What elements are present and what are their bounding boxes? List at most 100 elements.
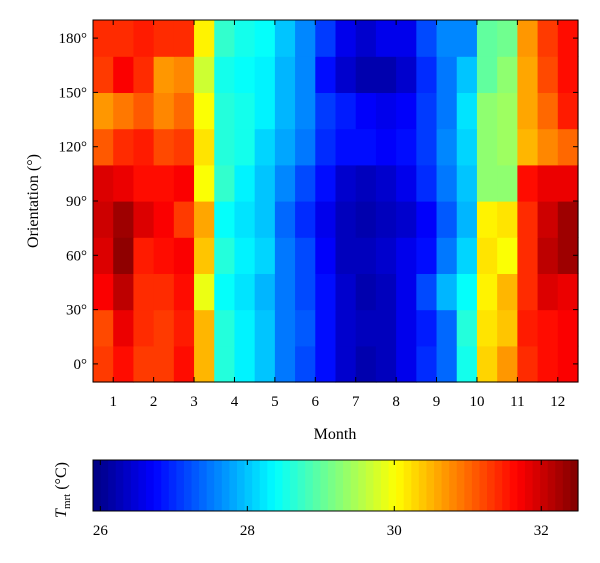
- colorbar-segment: [259, 460, 268, 511]
- colorbar-segment: [343, 460, 352, 511]
- heatmap-cell: [476, 128, 498, 166]
- heatmap-cell: [436, 237, 458, 274]
- colorbar-tick-label: 32: [534, 523, 549, 539]
- colorbar-segment: [327, 460, 337, 511]
- heatmap-cell: [416, 164, 438, 202]
- heatmap-cell: [214, 164, 236, 202]
- heatmap-cell: [416, 273, 438, 311]
- colorbar-segment: [100, 460, 109, 511]
- colorbar-segment: [297, 460, 306, 511]
- heatmap-cell: [537, 128, 559, 166]
- heatmap-cell: [537, 237, 559, 274]
- heatmap-cell: [194, 92, 215, 130]
- heatmap-cell: [537, 273, 559, 311]
- heatmap-cell: [133, 309, 155, 347]
- heatmap-cell: [537, 164, 559, 202]
- heatmap-cell: [537, 309, 559, 347]
- heatmap-cell: [456, 345, 478, 383]
- heatmap-cell: [93, 309, 114, 347]
- heatmap-cell: [497, 273, 518, 311]
- heatmap-cell: [375, 345, 397, 383]
- colorbar-segment: [221, 460, 231, 511]
- colorbar-segment: [161, 460, 170, 511]
- colorbar-tick-label: 26: [93, 523, 109, 539]
- heatmap-cell: [497, 237, 518, 274]
- heatmap-cell: [396, 237, 417, 274]
- colorbar-segment: [320, 460, 329, 511]
- heatmap-cell: [254, 201, 276, 238]
- heatmap-cell: [194, 309, 215, 347]
- heatmap-cell: [517, 164, 539, 202]
- heatmap-cell: [274, 345, 296, 383]
- heatmap-cell: [194, 56, 215, 93]
- heatmap-cell: [436, 201, 458, 238]
- heatmap-cell: [93, 92, 114, 130]
- heatmap-cell: [254, 309, 276, 347]
- heatmap-cell: [315, 56, 337, 93]
- heatmap-cell: [476, 309, 498, 347]
- heatmap-cell: [537, 56, 559, 93]
- colorbar-segment: [312, 460, 321, 511]
- x-tick-label: 8: [392, 394, 400, 410]
- heatmap-cell: [375, 237, 397, 274]
- heatmap-cell: [113, 56, 135, 93]
- heatmap-cell: [456, 56, 478, 93]
- y-tick-label: 60°: [66, 248, 87, 264]
- heatmap-cell: [436, 164, 458, 202]
- heatmap-cell: [295, 20, 316, 57]
- heatmap-cell: [234, 164, 256, 202]
- heatmap-cell: [254, 345, 276, 383]
- heatmap-cell: [254, 164, 276, 202]
- heatmap-cell: [355, 20, 377, 57]
- y-tick-label: 180°: [59, 31, 88, 47]
- heatmap-cell: [476, 273, 498, 311]
- heatmap-cell: [416, 56, 438, 93]
- heatmap-cell: [476, 164, 498, 202]
- heatmap-cell: [335, 237, 357, 274]
- heatmap-cell: [355, 56, 377, 93]
- heatmap-cell: [194, 273, 215, 311]
- heatmap-cell: [254, 92, 276, 130]
- heatmap-cell: [113, 164, 135, 202]
- heatmap-cell: [234, 128, 256, 166]
- heatmap-cell: [234, 237, 256, 274]
- colorbar-segment: [494, 460, 503, 511]
- heatmap-cell: [315, 92, 337, 130]
- heatmap-cell: [557, 237, 579, 274]
- heatmap-cell: [476, 201, 498, 238]
- heatmap-cell: [295, 201, 316, 238]
- colorbar-segment: [244, 460, 253, 511]
- heatmap-cell: [153, 201, 175, 238]
- heatmap-cell: [557, 309, 579, 347]
- heatmap-cell: [355, 345, 377, 383]
- heatmap-cell: [153, 164, 175, 202]
- heatmap-cell: [153, 92, 175, 130]
- heatmap-cell: [93, 20, 114, 57]
- colorbar-segment: [509, 460, 518, 511]
- colorbar-label: Tmrt(°C): [53, 462, 73, 518]
- heatmap-cell: [476, 92, 498, 130]
- colorbar-segment: [335, 460, 344, 511]
- heatmap-cell: [194, 128, 215, 166]
- colorbar-segment: [176, 460, 185, 511]
- colorbar-segment: [138, 460, 147, 511]
- heatmap-cell: [396, 345, 417, 383]
- colorbar-tick-label: 28: [240, 523, 255, 539]
- heatmap-cell: [517, 92, 539, 130]
- heatmap-cell: [214, 20, 236, 57]
- heatmap-cell: [375, 128, 397, 166]
- heatmap-cells: [93, 20, 579, 383]
- heatmap-cell: [396, 56, 417, 93]
- colorbar-segment: [373, 460, 382, 511]
- colorbar-segment: [441, 460, 450, 511]
- colorbar-segment: [479, 460, 488, 511]
- heatmap-cell: [274, 20, 296, 57]
- heatmap-cell: [335, 164, 357, 202]
- x-tick-label: 6: [312, 394, 320, 410]
- heatmap-cell: [396, 92, 417, 130]
- colorbar-segment: [93, 460, 102, 511]
- heatmap-cell: [274, 92, 296, 130]
- heatmap-cell: [133, 56, 155, 93]
- y-axis-title: Orientation (°): [25, 154, 42, 248]
- heatmap-cell: [557, 56, 579, 93]
